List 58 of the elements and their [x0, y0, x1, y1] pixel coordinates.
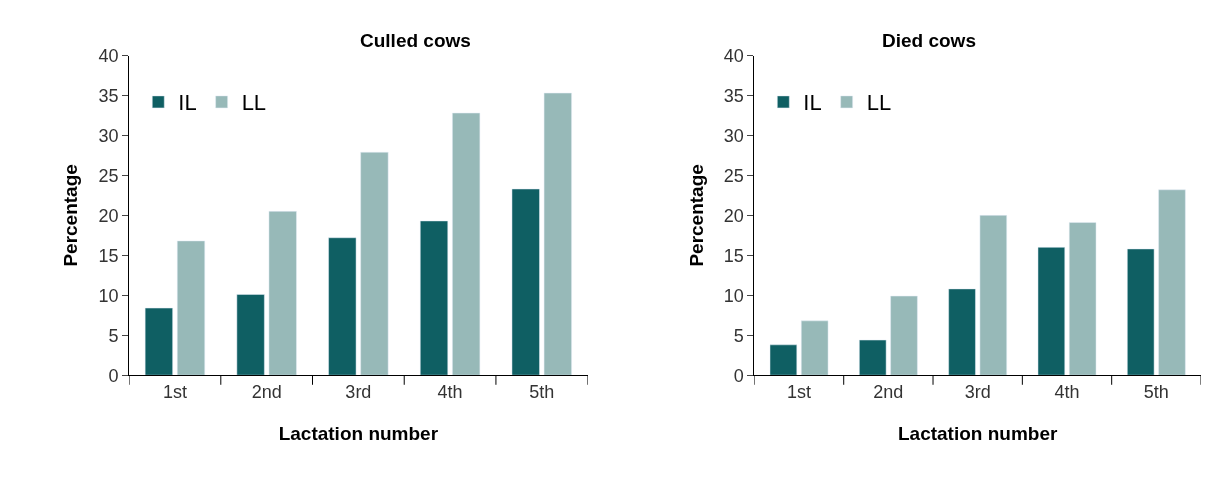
- legend-label: LL: [866, 90, 892, 116]
- bar: [890, 295, 918, 376]
- y-tick-label: 30: [723, 125, 744, 146]
- chart-title: Culled cows: [360, 30, 471, 51]
- y-tick-label: 35: [98, 85, 119, 106]
- bar: [268, 211, 297, 376]
- y-tick-label: 20: [723, 205, 744, 226]
- y-axis-title: Percentage: [60, 164, 82, 267]
- x-tick-label: 2nd: [873, 381, 904, 402]
- y-tick-label: 15: [723, 245, 744, 266]
- y-tick-label: 30: [98, 125, 119, 146]
- bar: [1068, 222, 1097, 376]
- bar: [801, 320, 829, 376]
- bar: [948, 288, 976, 376]
- bar: [360, 151, 389, 376]
- x-tick-label: 5th: [1143, 381, 1169, 402]
- y-tick-label: 0: [108, 365, 119, 386]
- chart-title: Died cows: [882, 30, 976, 51]
- bar: [859, 339, 887, 376]
- bar: [144, 307, 173, 376]
- y-tick-label: 25: [723, 165, 744, 186]
- bar: [511, 188, 540, 376]
- x-tick-label: 3rd: [345, 381, 372, 402]
- y-tick-label: 10: [723, 285, 744, 306]
- y-tick-label: 0: [733, 365, 744, 386]
- legend-label: IL: [803, 90, 822, 116]
- bar: [979, 215, 1007, 376]
- y-tick-label: 15: [98, 245, 119, 266]
- y-axis-title: Percentage: [685, 164, 707, 267]
- y-tick-label: 35: [723, 85, 744, 106]
- y-tick-label: 5: [108, 325, 119, 346]
- legend-label: LL: [241, 90, 267, 116]
- y-tick-label: 40: [98, 45, 119, 66]
- y-tick-label: 25: [98, 165, 119, 186]
- y-tick-label: 10: [98, 285, 119, 306]
- bar: [769, 344, 798, 376]
- bar: [1158, 189, 1186, 376]
- y-tick-label: 20: [98, 205, 119, 226]
- bar: [543, 92, 572, 376]
- x-tick-label: 1st: [787, 381, 812, 402]
- y-tick-label: 5: [733, 325, 744, 346]
- x-tick-label: 1st: [162, 381, 187, 402]
- x-tick-label: 3rd: [964, 381, 991, 402]
- bar: [1037, 247, 1066, 376]
- legend-label: IL: [178, 90, 197, 116]
- bar: [177, 240, 206, 376]
- bar: [1127, 248, 1155, 376]
- bar: [420, 220, 449, 376]
- x-tick-label: 4th: [1054, 381, 1080, 402]
- y-tick-label: 40: [723, 45, 744, 66]
- bar: [328, 237, 357, 376]
- x-tick-label: 4th: [437, 381, 463, 402]
- x-tick-label: 2nd: [251, 381, 282, 402]
- bar: [452, 112, 481, 376]
- x-axis-title: Lactation number: [897, 422, 1058, 444]
- bar: [236, 294, 265, 376]
- x-axis-title: Lactation number: [278, 422, 439, 444]
- x-tick-label: 5th: [529, 381, 555, 402]
